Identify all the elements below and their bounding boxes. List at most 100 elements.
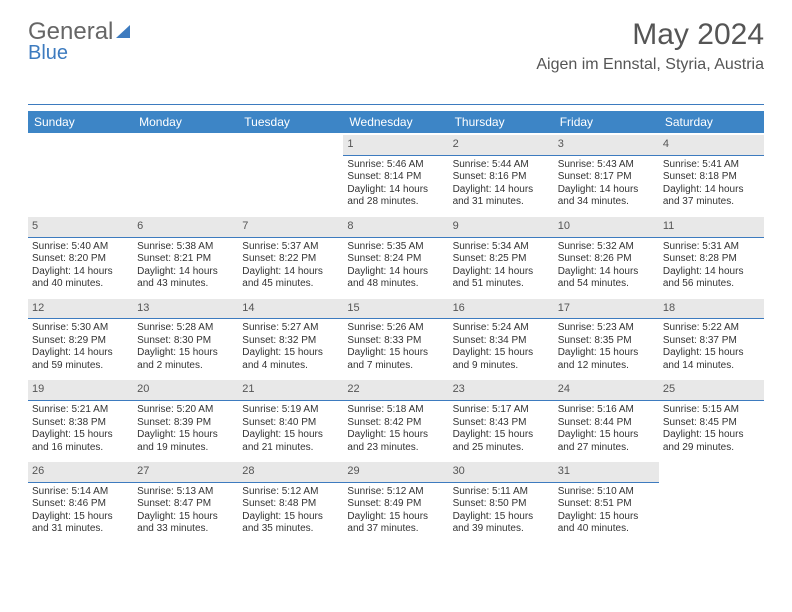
day-cell: 18Sunrise: 5:22 AMSunset: 8:37 PMDayligh…: [659, 297, 764, 379]
sunset-text: Sunset: 8:17 PM: [558, 171, 655, 184]
sunrise-text: Sunrise: 5:10 AM: [558, 486, 655, 499]
daylight-text: Daylight: 15 hours and 40 minutes.: [558, 511, 655, 536]
daylight-text: Daylight: 15 hours and 25 minutes.: [453, 429, 550, 454]
daylight-text: Daylight: 14 hours and 59 minutes.: [32, 347, 129, 372]
sunrise-text: Sunrise: 5:37 AM: [242, 241, 339, 254]
sunrise-text: Sunrise: 5:13 AM: [137, 486, 234, 499]
sunrise-text: Sunrise: 5:32 AM: [558, 241, 655, 254]
sunset-text: Sunset: 8:50 PM: [453, 498, 550, 511]
daylight-text: Daylight: 15 hours and 31 minutes.: [32, 511, 129, 536]
day-header: Wednesday: [343, 111, 448, 133]
day-cell: 4Sunrise: 5:41 AMSunset: 8:18 PMDaylight…: [659, 133, 764, 215]
daylight-text: Daylight: 15 hours and 35 minutes.: [242, 511, 339, 536]
daylight-text: Daylight: 15 hours and 7 minutes.: [347, 347, 444, 372]
sunrise-text: Sunrise: 5:12 AM: [242, 486, 339, 499]
day-number: 3: [554, 135, 659, 156]
sunrise-text: Sunrise: 5:23 AM: [558, 322, 655, 335]
sunset-text: Sunset: 8:24 PM: [347, 253, 444, 266]
sunset-text: Sunset: 8:26 PM: [558, 253, 655, 266]
day-number: 6: [133, 217, 238, 238]
day-number: 16: [449, 299, 554, 320]
sunset-text: Sunset: 8:46 PM: [32, 498, 129, 511]
daylight-text: Daylight: 14 hours and 31 minutes.: [453, 184, 550, 209]
sunrise-text: Sunrise: 5:12 AM: [347, 486, 444, 499]
day-cell: 14Sunrise: 5:27 AMSunset: 8:32 PMDayligh…: [238, 297, 343, 379]
day-cell: 16Sunrise: 5:24 AMSunset: 8:34 PMDayligh…: [449, 297, 554, 379]
day-number: 20: [133, 380, 238, 401]
day-number: 29: [343, 462, 448, 483]
daylight-text: Daylight: 15 hours and 9 minutes.: [453, 347, 550, 372]
sunrise-text: Sunrise: 5:21 AM: [32, 404, 129, 417]
day-header: Thursday: [449, 111, 554, 133]
month-title: May 2024: [536, 18, 764, 52]
sunrise-text: Sunrise: 5:46 AM: [347, 159, 444, 172]
day-number: 12: [28, 299, 133, 320]
header: General May 2024 Aigen im Ennstal, Styri…: [0, 0, 792, 76]
day-cell: 26 Sunrise: 5:14 AMSunset: 8:46 PMDayligh…: [28, 460, 133, 542]
daylight-text: Daylight: 15 hours and 14 minutes.: [663, 347, 760, 372]
daylight-text: Daylight: 14 hours and 28 minutes.: [347, 184, 444, 209]
sunrise-text: Sunrise: 5:26 AM: [347, 322, 444, 335]
day-cell: 6Sunrise: 5:38 AMSunset: 8:21 PMDaylight…: [133, 215, 238, 297]
day-cell: 5Sunrise: 5:40 AMSunset: 8:20 PMDaylight…: [28, 215, 133, 297]
day-cell: 15Sunrise: 5:26 AMSunset: 8:33 PMDayligh…: [343, 297, 448, 379]
daylight-text: Daylight: 15 hours and 2 minutes.: [137, 347, 234, 372]
day-cell: 10 Sunrise: 5:32 AMSunset: 8:26 PMDayligh…: [554, 215, 659, 297]
day-header: Monday: [133, 111, 238, 133]
sunset-text: Sunset: 8:14 PM: [347, 171, 444, 184]
sunset-text: Sunset: 8:45 PM: [663, 417, 760, 430]
sunrise-text: Sunrise: 5:43 AM: [558, 159, 655, 172]
day-cell: 23Sunrise: 5:17 AMSunset: 8:43 PMDayligh…: [449, 378, 554, 460]
sunset-text: Sunset: 8:16 PM: [453, 171, 550, 184]
day-number: 10: [554, 217, 659, 238]
day-number: 25: [659, 380, 764, 401]
sunset-text: Sunset: 8:28 PM: [663, 253, 760, 266]
week-row: 12Sunrise: 5:30 AMSunset: 8:29 PMDayligh…: [28, 297, 764, 379]
day-cell: 27Sunrise: 5:13 AMSunset: 8:47 PMDayligh…: [133, 460, 238, 542]
day-number: 11: [659, 217, 764, 238]
sunrise-text: Sunrise: 5:34 AM: [453, 241, 550, 254]
daylight-text: Daylight: 15 hours and 39 minutes.: [453, 511, 550, 536]
sunset-text: Sunset: 8:25 PM: [453, 253, 550, 266]
sunset-text: Sunset: 8:30 PM: [137, 335, 234, 348]
sunrise-text: Sunrise: 5:15 AM: [663, 404, 760, 417]
day-number: 13: [133, 299, 238, 320]
day-header: Friday: [554, 111, 659, 133]
sunset-text: Sunset: 8:18 PM: [663, 171, 760, 184]
sunset-text: Sunset: 8:49 PM: [347, 498, 444, 511]
daylight-text: Daylight: 14 hours and 54 minutes.: [558, 266, 655, 291]
daylight-text: Daylight: 15 hours and 12 minutes.: [558, 347, 655, 372]
daylight-text: Daylight: 14 hours and 45 minutes.: [242, 266, 339, 291]
sunset-text: Sunset: 8:33 PM: [347, 335, 444, 348]
sunrise-text: Sunrise: 5:28 AM: [137, 322, 234, 335]
sunset-text: Sunset: 8:38 PM: [32, 417, 129, 430]
day-number: 22: [343, 380, 448, 401]
sunrise-text: Sunrise: 5:24 AM: [453, 322, 550, 335]
day-cell: 24Sunrise: 5:16 AMSunset: 8:44 PMDayligh…: [554, 378, 659, 460]
sunset-text: Sunset: 8:37 PM: [663, 335, 760, 348]
day-number: 26: [28, 462, 133, 483]
location-text: Aigen im Ennstal, Styria, Austria: [536, 56, 764, 74]
day-number: 27: [133, 462, 238, 483]
sunset-text: Sunset: 8:48 PM: [242, 498, 339, 511]
day-number: 31: [554, 462, 659, 483]
day-number: 9: [449, 217, 554, 238]
day-cell: 20Sunrise: 5:20 AMSunset: 8:39 PMDayligh…: [133, 378, 238, 460]
sunrise-text: Sunrise: 5:35 AM: [347, 241, 444, 254]
day-cell: [133, 133, 238, 215]
day-cell: 17Sunrise: 5:23 AMSunset: 8:35 PMDayligh…: [554, 297, 659, 379]
sunrise-text: Sunrise: 5:14 AM: [32, 486, 129, 499]
sunset-text: Sunset: 8:40 PM: [242, 417, 339, 430]
day-cell: 21Sunrise: 5:19 AMSunset: 8:40 PMDayligh…: [238, 378, 343, 460]
day-cell: 29Sunrise: 5:12 AMSunset: 8:49 PMDayligh…: [343, 460, 448, 542]
week-row: 26Sunrise: 5:14 AMSunset: 8:46 PMDayligh…: [28, 460, 764, 542]
sunset-text: Sunset: 8:22 PM: [242, 253, 339, 266]
day-number: 23: [449, 380, 554, 401]
daylight-text: Daylight: 14 hours and 40 minutes.: [32, 266, 129, 291]
daylight-text: Daylight: 15 hours and 33 minutes.: [137, 511, 234, 536]
daylight-text: Daylight: 15 hours and 16 minutes.: [32, 429, 129, 454]
daylight-text: Daylight: 14 hours and 43 minutes.: [137, 266, 234, 291]
day-cell: 19Sunrise: 5:21 AMSunset: 8:38 PMDayligh…: [28, 378, 133, 460]
day-cell: 28Sunrise: 5:12 AMSunset: 8:48 PMDayligh…: [238, 460, 343, 542]
day-header-row: SundayMondayTuesdayWednesdayThursdayFrid…: [28, 111, 764, 133]
